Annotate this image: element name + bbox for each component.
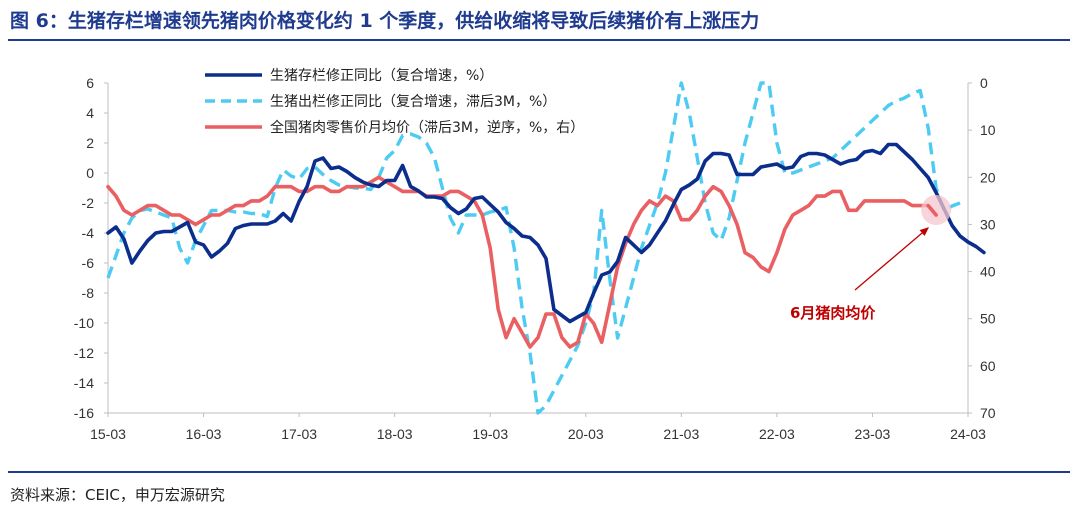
left-tick-label: -2 xyxy=(82,195,95,211)
title-rule xyxy=(8,39,1070,41)
legend-label-2: 生猪出栏修正同比（复合增速，滞后3M，%） xyxy=(270,93,556,110)
right-tick-label: 50 xyxy=(980,311,996,327)
right-tick-label: 20 xyxy=(980,169,996,185)
x-tick-label: 15-03 xyxy=(90,426,126,442)
x-tick-label: 21-03 xyxy=(663,426,699,442)
x-tick-label: 24-03 xyxy=(950,426,986,442)
left-tick-label: 6 xyxy=(86,75,94,91)
left-tick-label: -6 xyxy=(82,255,95,271)
legend-label-3: 全国猪肉零售价月均价（滞后3M，逆序，%，右） xyxy=(270,119,584,136)
right-tick-label: 40 xyxy=(980,264,996,280)
annotation-arrow xyxy=(854,227,929,291)
right-tick-label: 0 xyxy=(980,75,988,91)
left-tick-label: 2 xyxy=(86,135,94,151)
left-tick-label: -16 xyxy=(74,405,94,421)
legend-label-1: 生猪存栏修正同比（复合增速，%） xyxy=(270,67,493,84)
line-chart: 6420-2-4-6-8-10-12-14-160102030405060701… xyxy=(74,67,996,442)
series-line-1 xyxy=(106,142,986,324)
series-line-3 xyxy=(106,175,938,349)
x-tick-label: 18-03 xyxy=(377,426,413,442)
highlight-circle xyxy=(921,195,952,225)
left-tick-label: -12 xyxy=(74,345,94,361)
figure-title: 图 6：生猪存栏增速领先猪肉价格变化约 1 个季度，供给收缩将导致后续猪价有上涨… xyxy=(10,10,760,32)
left-tick-label: -4 xyxy=(82,225,95,241)
right-tick-label: 70 xyxy=(980,405,996,421)
annotation-label: 6月猪肉均价 xyxy=(790,304,876,322)
right-tick-label: 10 xyxy=(980,122,996,138)
right-tick-label: 30 xyxy=(980,216,996,232)
chart-legend: 生猪存栏修正同比（复合增速，%） 生猪出栏修正同比（复合增速，滞后3M，%） 全国猪… xyxy=(205,67,584,136)
series-line-3-end xyxy=(926,203,938,217)
source-note: 资料来源：CEIC，申万宏源研究 xyxy=(10,486,225,504)
chart-series xyxy=(106,81,986,415)
series-line-2 xyxy=(106,81,961,415)
x-tick-label: 16-03 xyxy=(186,426,222,442)
left-tick-label: -14 xyxy=(74,375,94,391)
x-tick-label: 20-03 xyxy=(568,426,604,442)
x-tick-label: 22-03 xyxy=(759,426,795,442)
left-tick-label: 0 xyxy=(86,165,94,181)
right-tick-label: 60 xyxy=(980,358,996,374)
footer-rule xyxy=(8,471,1070,473)
left-tick-label: -10 xyxy=(74,315,94,331)
chart-annotation: 6月猪肉均价 xyxy=(790,227,929,322)
x-tick-label: 23-03 xyxy=(855,426,891,442)
left-tick-label: 4 xyxy=(86,105,94,121)
x-tick-label: 19-03 xyxy=(472,426,508,442)
left-tick-label: -8 xyxy=(82,285,95,301)
x-tick-label: 17-03 xyxy=(281,426,317,442)
